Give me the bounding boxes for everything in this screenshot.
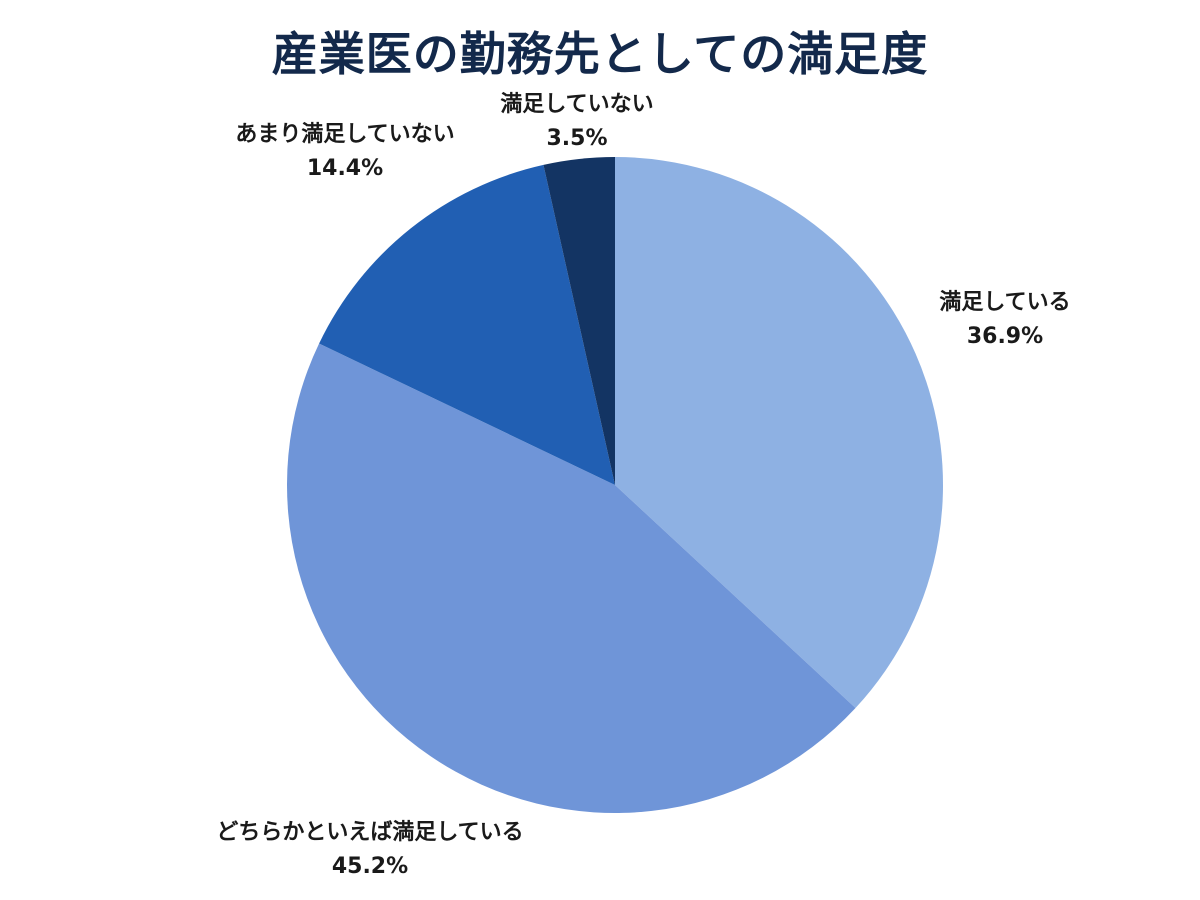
slice-label-satisfied: 満足している 36.9%: [939, 286, 1070, 354]
pie-slice-3: [543, 157, 615, 485]
pie-slice-1: [287, 343, 856, 813]
slice-percent: 45.2%: [331, 854, 409, 879]
pie-slice-0: [615, 157, 943, 709]
slice-label-somewhat-satisfied: どちらかといえば満足している 45.2%: [216, 816, 523, 884]
slice-percent: 36.9%: [966, 324, 1044, 349]
slice-name: 満足していない: [500, 92, 654, 117]
pie-slice-2: [319, 164, 615, 486]
slice-label-not-satisfied: 満足していない 3.5%: [500, 88, 653, 156]
slice-percent: 3.5%: [546, 126, 608, 151]
slice-name: どちらかといえば満足している: [216, 820, 524, 845]
slice-name: 満足している: [939, 290, 1071, 315]
slice-label-not-very-satisfied: あまり満足していない 14.4%: [235, 118, 454, 186]
slice-percent: 14.4%: [306, 156, 384, 181]
slice-name: あまり満足していない: [235, 122, 455, 147]
chart-title: 産業医の勤務先としての満足度: [271, 27, 929, 81]
